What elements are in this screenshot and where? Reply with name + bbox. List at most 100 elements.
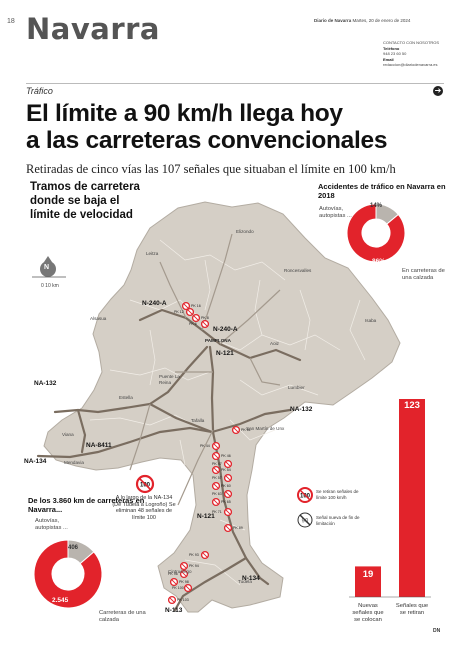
network-donut: [33, 539, 103, 609]
speed-sign-removed-icon: [191, 313, 201, 323]
pk-label: PK 61: [241, 427, 251, 432]
pk-label: PK 16: [191, 303, 201, 308]
accidents-conv-value: 86%: [372, 258, 386, 265]
note-sign-icon: 100: [135, 474, 155, 494]
road-network-light: [129, 233, 281, 506]
phone-number: 948 23 60 50: [383, 51, 407, 57]
headline: El límite a 90 km/h llega hoy a las carr…: [26, 100, 446, 154]
map-scale-label: 0 10 km: [41, 283, 59, 289]
town-label: Aoiz: [270, 341, 279, 346]
sign-markers: [167, 301, 241, 605]
speed-sign-removed-icon: [185, 307, 195, 317]
legend-new-icon: 90: [297, 512, 313, 528]
section-title: Navarra: [26, 12, 160, 46]
pk-label: PK 98: [179, 579, 189, 584]
svg-text:90: 90: [302, 519, 309, 525]
speed-sign-removed-icon: [183, 583, 193, 593]
town-label: Mendavia: [64, 460, 84, 465]
speed-sign-removed-icon: [211, 481, 221, 491]
town-label: Estella: [119, 395, 133, 400]
accidents-autovias-label: Autovías, autopistas ...: [319, 206, 352, 219]
bar-new-label: Nuevas señales que se colocan: [352, 603, 384, 623]
pk-label: PK 89: [233, 525, 243, 530]
na134-note: A lo largo de la NA-134 (De Tudela a Log…: [112, 495, 176, 521]
legend-new-label: Señal nueva de fin de limitación: [316, 515, 360, 526]
contact-block: CONTACTO CON NOSOTROS Teléfono 948 23 60…: [383, 40, 439, 68]
header-divider: [26, 83, 444, 84]
pk-label: PK 47: [212, 461, 222, 466]
pie-slice-convencionales: [33, 539, 103, 609]
road-label: N-134: [242, 575, 260, 582]
pk-label: PK 96: [168, 571, 178, 576]
speed-sign-removed-icon: [211, 465, 221, 475]
speed-sign-removed-icon: [169, 577, 179, 587]
pk-label: PK 46: [221, 453, 231, 458]
town-label: Alsasua: [90, 316, 107, 321]
town-label: Viana: [62, 432, 74, 437]
speed-sign-removed-icon: [223, 507, 233, 517]
map-title-line-1: Tramos de carretera: [30, 181, 140, 193]
road-label: N-240-A: [213, 326, 238, 333]
network-title: De los 3.860 km de carreteras en Navarra…: [28, 496, 145, 514]
accidents-title: Accidentes de tráfico en Navarra en 2018: [318, 182, 446, 200]
town-label: Tudela: [238, 579, 252, 584]
accidents-conv-label: En carreteras de una calzada: [402, 268, 445, 281]
pk-label: PK 93: [189, 552, 199, 557]
bar-removed-signs: [399, 399, 425, 597]
legend-removed-label: Se retiran señales de límite 100 km/h: [316, 489, 359, 500]
headline-line-2: a las carreteras convencionales: [26, 127, 388, 154]
town-label: PAMPLONA: [205, 338, 231, 343]
town-label: Elizondo: [236, 229, 254, 234]
road-label: N-113: [165, 607, 183, 614]
road-label: NA-8411: [86, 442, 112, 449]
arrow-right-icon: ➔: [433, 86, 443, 96]
subheadline: Retiradas de cinco vías las 107 señales …: [26, 162, 396, 176]
town-label: Roncesvalles: [284, 268, 312, 273]
road-label: N-121: [197, 513, 215, 520]
speed-sign-removed-icon: [200, 319, 210, 329]
pk-label: PK 94: [189, 563, 199, 568]
pk-label: PK 103: [177, 597, 189, 602]
map-title-line-3: límite de velocidad: [30, 209, 133, 221]
svg-text:100: 100: [300, 494, 311, 500]
bar-removed-value: 123: [404, 400, 420, 411]
pk-label: PK 71: [212, 509, 222, 514]
speed-sign-removed-icon: [179, 569, 189, 579]
map-title: Tramos de carretera donde se baja el lím…: [30, 180, 180, 222]
speed-sign-removed-icon: [211, 451, 221, 461]
accidents-autovias-value: 14%: [370, 203, 383, 209]
speed-sign-removed-icon: [223, 459, 233, 469]
pk-label: PK 54: [221, 467, 231, 472]
town-label: Puente La Reina: [159, 374, 180, 385]
town-label: Leitza: [146, 251, 159, 256]
speed-sign-removed-icon: [223, 489, 233, 499]
pk-label: PK 44: [200, 443, 210, 448]
pk-label: PK 63: [212, 491, 222, 496]
newspaper-name: Diario de Navarra: [314, 18, 352, 23]
network-autovias-value: 406: [68, 545, 79, 551]
svg-text:100: 100: [140, 483, 151, 489]
pk-label: PK 12: [174, 309, 184, 314]
speed-sign-removed-icon: [167, 595, 177, 605]
speed-sign-removed-icon: [181, 301, 191, 311]
contact-heading: CONTACTO CON NOSOTROS: [383, 40, 440, 45]
email-address: redaccion@diariodenavarra.es: [383, 62, 438, 68]
topic-label: Tráfico: [26, 86, 53, 96]
phone-label: Teléfono: [383, 45, 400, 51]
bar-new-value: 19: [362, 569, 374, 580]
bar-new-signs: [355, 566, 381, 597]
headline-line-1: El límite a 90 km/h llega hoy: [26, 100, 343, 127]
pk-label: PK 60: [221, 483, 231, 488]
speed-sign-removed-icon: [211, 497, 221, 507]
pie-slice-convencionales: [346, 203, 406, 263]
road-label: NA-134: [24, 458, 47, 465]
speed-sign-removed-icon: [223, 523, 233, 533]
email-label: Email: [383, 56, 394, 62]
pk-label: PK 100: [172, 585, 184, 590]
page-number: 18: [7, 18, 15, 25]
speed-sign-removed-icon: [200, 550, 210, 560]
signs-bar-chart: [349, 399, 431, 598]
map-title-line-2: donde se baja el: [30, 195, 120, 207]
legend-removed-icon: 100: [297, 487, 313, 503]
